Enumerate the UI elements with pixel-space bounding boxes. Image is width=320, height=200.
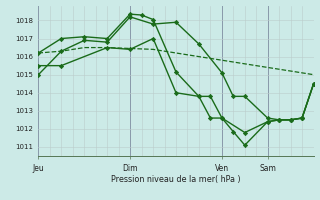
X-axis label: Pression niveau de la mer( hPa ): Pression niveau de la mer( hPa ) [111, 175, 241, 184]
